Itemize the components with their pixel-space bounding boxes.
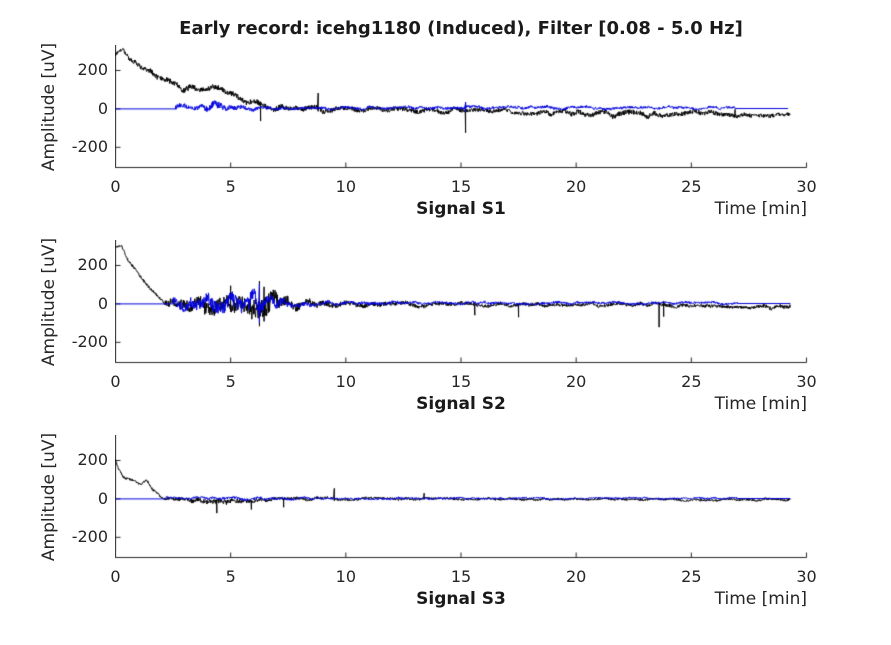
y-tick-label: 200 xyxy=(77,60,108,80)
x-tick-label: 30 xyxy=(796,372,817,391)
subplot-title-s1: Signal S1 xyxy=(416,199,506,219)
x-tick-label: 10 xyxy=(335,177,356,196)
x-axis-label: Time [min] xyxy=(714,199,807,219)
x-axis-label: Time [min] xyxy=(714,589,807,609)
x-tick-label: 30 xyxy=(796,567,817,586)
x-tick-label: 20 xyxy=(565,177,587,196)
subplot-signal-s2: Amplitude [uV] Signal S2 Time [min] 200 0… xyxy=(0,238,891,435)
x-tick-label: 0 xyxy=(110,567,121,586)
x-tick-label: 5 xyxy=(225,372,236,391)
y-tick-label: 200 xyxy=(77,450,108,470)
y-tick-label: 0 xyxy=(97,98,108,118)
x-tick-label: 20 xyxy=(565,372,587,391)
y-tick-label: 200 xyxy=(77,255,108,275)
x-tick-label: 10 xyxy=(335,372,356,391)
x-tick-label: 25 xyxy=(681,372,702,391)
x-tick-label: 30 xyxy=(796,177,817,196)
x-tick-label: 15 xyxy=(450,177,472,196)
subplot-title-s3: Signal S3 xyxy=(416,589,506,609)
subplot-title-s2: Signal S2 xyxy=(416,394,506,414)
subplot-signal-s1: Amplitude [uV] Signal S1 Time [min] 200 0… xyxy=(0,43,891,240)
subplot-signal-s3: Amplitude [uV] Signal S3 Time [min] 200 0… xyxy=(0,433,891,630)
x-tick-label: 20 xyxy=(565,567,587,586)
x-tick-label: 5 xyxy=(225,177,236,196)
y-tick-label: -200 xyxy=(71,332,108,352)
plot-area-s3 xyxy=(115,435,809,560)
plot-area-s2 xyxy=(115,240,809,365)
x-axis-label: Time [min] xyxy=(714,394,807,414)
figure-title: Early record: icehg1180 (Induced), Filte… xyxy=(179,18,743,39)
x-tick-label: 15 xyxy=(450,567,472,586)
y-tick-label: 0 xyxy=(97,293,108,313)
x-tick-label: 0 xyxy=(110,177,121,196)
x-tick-label: 15 xyxy=(450,372,472,391)
y-tick-label: -200 xyxy=(71,527,108,547)
plot-area-s1 xyxy=(115,45,809,170)
y-tick-label: -200 xyxy=(71,137,108,157)
x-tick-label: 5 xyxy=(225,567,236,586)
x-tick-label: 10 xyxy=(335,567,356,586)
x-tick-label: 0 xyxy=(110,372,121,391)
x-tick-label: 25 xyxy=(681,177,702,196)
x-tick-label: 25 xyxy=(681,567,702,586)
y-tick-label: 0 xyxy=(97,488,108,508)
